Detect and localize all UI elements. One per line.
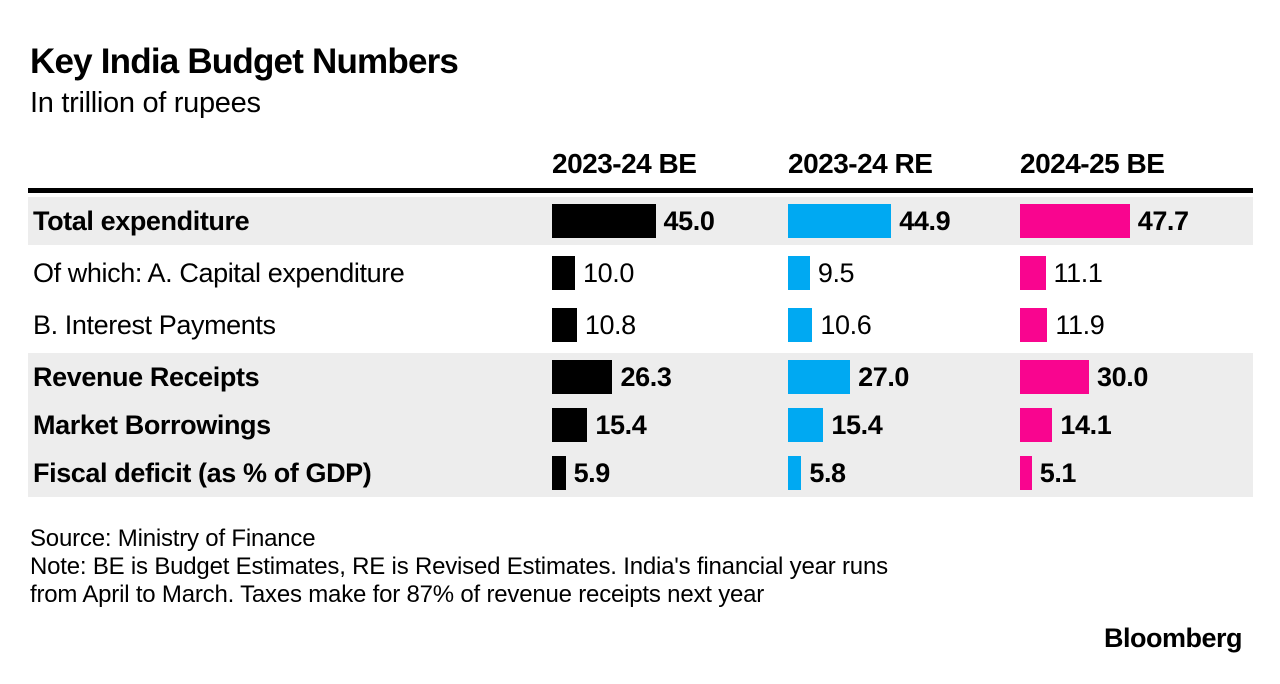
column-headers: 2023-24 BE 2023-24 RE 2024-25 BE xyxy=(28,150,1253,178)
column-header: 2023-24 RE xyxy=(788,148,933,179)
table-row: Revenue Receipts 26.3 27.0 30.0 xyxy=(28,353,1253,401)
value-bar xyxy=(1020,360,1089,394)
bar-cell: 26.3 xyxy=(552,353,788,401)
value-label: 5.9 xyxy=(573,457,611,488)
value-bar xyxy=(552,204,656,238)
bar-cell: 5.8 xyxy=(788,449,1020,497)
value-label: 11.1 xyxy=(1053,257,1103,288)
value-label: 14.1 xyxy=(1060,409,1112,440)
value-bar xyxy=(552,308,577,342)
row-label: Of which: A. Capital expenditure xyxy=(33,257,405,288)
bar-cell: 14.1 xyxy=(1020,401,1253,449)
value-bar xyxy=(1020,308,1048,342)
bar-cell: 5.1 xyxy=(1020,449,1253,497)
value-label: 9.5 xyxy=(817,257,855,288)
value-label: 15.4 xyxy=(831,409,883,440)
table-row: B. Interest Payments 10.8 10.6 11.9 xyxy=(28,301,1253,349)
row-label: B. Interest Payments xyxy=(33,309,276,340)
value-label: 26.3 xyxy=(620,361,672,392)
table-row: Fiscal deficit (as % of GDP) 5.9 5.8 5.1 xyxy=(28,449,1253,497)
bar-cell: 11.1 xyxy=(1020,249,1253,297)
value-bar xyxy=(788,360,851,394)
bar-cell: 15.4 xyxy=(552,401,788,449)
value-bar xyxy=(1020,204,1130,238)
bar-cell: 5.9 xyxy=(552,449,788,497)
value-label: 10.0 xyxy=(583,257,634,288)
value-bar xyxy=(788,256,810,290)
bar-cell: 11.9 xyxy=(1020,301,1253,349)
value-bar xyxy=(552,256,575,290)
bar-cell: 27.0 xyxy=(788,353,1020,401)
bar-cell: 10.6 xyxy=(788,301,1020,349)
value-label: 5.1 xyxy=(1039,457,1077,488)
bar-cell: 10.0 xyxy=(552,249,788,297)
note-line: Note: BE is Budget Estimates, RE is Revi… xyxy=(30,553,888,580)
value-bar xyxy=(552,360,613,394)
row-label: Market Borrowings xyxy=(33,409,271,440)
bar-cell: 47.7 xyxy=(1020,197,1253,245)
chart-title: Key India Budget Numbers xyxy=(30,42,459,81)
source-note: Source: Ministry of Finance Note: BE is … xyxy=(30,525,1280,609)
value-bar xyxy=(552,408,588,442)
value-bar xyxy=(1020,256,1046,290)
table-row: Market Borrowings 15.4 15.4 14.1 xyxy=(28,401,1253,449)
bar-cell: 10.8 xyxy=(552,301,788,349)
value-label: 10.8 xyxy=(584,309,636,340)
value-label: 10.6 xyxy=(820,309,872,340)
value-label: 45.0 xyxy=(663,205,715,236)
value-label: 15.4 xyxy=(595,409,647,440)
bar-cell: 30.0 xyxy=(1020,353,1253,401)
value-bar xyxy=(552,456,566,490)
budget-table: 2023-24 BE 2023-24 RE 2024-25 BE Total exp… xyxy=(28,150,1253,497)
value-label: 30.0 xyxy=(1097,361,1148,392)
value-label: 5.8 xyxy=(809,457,846,488)
bloomberg-chart-card: Key India Budget Numbers In trillion of … xyxy=(0,42,1280,653)
value-bar xyxy=(1020,408,1053,442)
bar-cell: 45.0 xyxy=(552,197,788,245)
value-label: 27.0 xyxy=(858,361,910,392)
source-text: Source: Ministry of Finance xyxy=(30,525,316,552)
value-label: 47.7 xyxy=(1137,205,1189,236)
row-label: Fiscal deficit (as % of GDP) xyxy=(33,457,372,488)
value-bar xyxy=(788,204,892,238)
table-body: Total expenditure 45.0 44.9 47.7 Of which: A… xyxy=(28,197,1253,497)
value-bar xyxy=(1020,456,1032,490)
table-row: Total expenditure 45.0 44.9 47.7 xyxy=(28,197,1253,245)
column-header: 2024-25 BE xyxy=(1020,148,1165,179)
bloomberg-logo: Bloomberg xyxy=(1103,623,1243,653)
table-row: Of which: A. Capital expenditure 10.0 9.5 1… xyxy=(28,249,1253,297)
value-bar xyxy=(788,408,824,442)
header-rule xyxy=(28,188,1253,193)
value-label: 11.9 xyxy=(1055,309,1105,340)
note-line: from April to March. Taxes make for 87% … xyxy=(30,581,765,608)
row-label: Revenue Receipts xyxy=(33,361,260,392)
bar-cell: 9.5 xyxy=(788,249,1020,297)
value-bar xyxy=(788,456,802,490)
row-label: Total expenditure xyxy=(33,205,250,236)
column-header: 2023-24 BE xyxy=(552,148,697,179)
bar-cell: 44.9 xyxy=(788,197,1020,245)
value-label: 44.9 xyxy=(899,205,951,236)
chart-subtitle: In trillion of rupees xyxy=(30,87,261,119)
bar-cell: 15.4 xyxy=(788,401,1020,449)
value-bar xyxy=(788,308,813,342)
